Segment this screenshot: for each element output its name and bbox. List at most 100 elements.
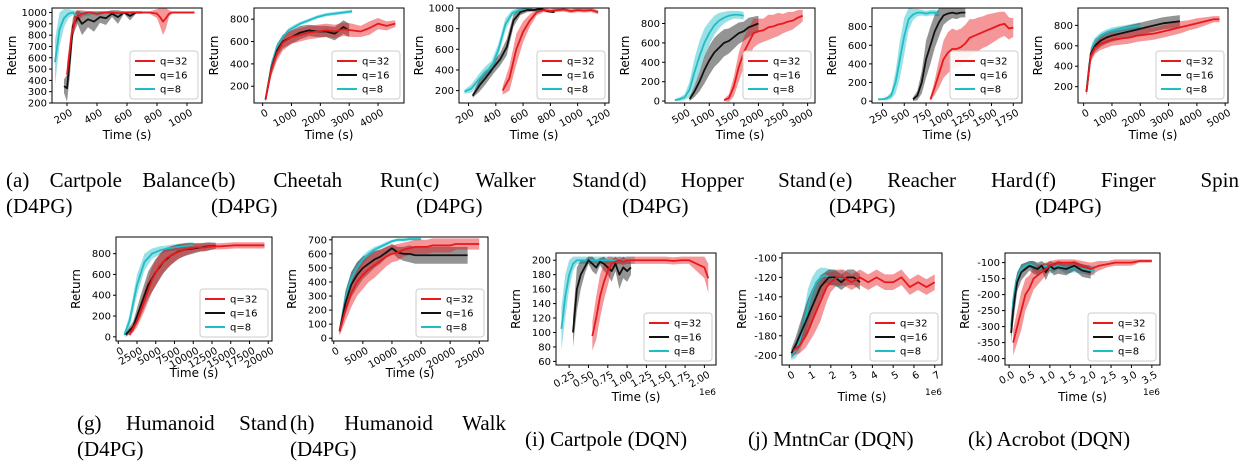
y-tick-label: 600 [848,41,867,52]
y-tick-label: -180 [754,331,777,342]
x-tick-label: 3 [848,370,859,383]
x-tick-label: 1.0 [1038,370,1057,387]
y-tick-label: 1000 [429,4,454,15]
chart-panel-j: -200 -180 -160 -140 -120 -100 0 1 2 3 4 5 6 7 Time (s)… [735,252,943,404]
y-tick-label: 700 [308,235,327,246]
x-axis-label: Time (s) [1128,128,1178,142]
legend-entry-q32: q=32 [446,295,473,306]
legend-box [129,50,199,100]
legend-entry-q16: q=16 [1118,333,1145,344]
chart-panel-b: 200 400 600 800 0 1000 2000 3000 4000 Time (s) Ret… [207,7,405,142]
legend-entry-q32: q=32 [230,295,257,306]
series-band-q32 [1086,16,1220,96]
caption-line-2: (D4PG) [622,194,689,218]
x-tick-label: 3000 [788,108,816,130]
legend-entry-q32: q=32 [1118,319,1145,330]
y-tick-label: 200 [230,82,249,93]
axes-frame [458,7,610,104]
caption-e: (e) Reacher Hard (D4PG) [829,167,1033,219]
x-tick-label: 25000 [454,346,487,371]
legend-entry-q32: q=32 [362,57,389,68]
y-tick-label: 600 [28,53,47,64]
x-tick-label: 600 [509,108,531,127]
series-line-q16 [572,259,632,333]
y-tick-label: 0 [861,97,867,108]
y-tick-label: -200 [754,351,777,362]
legend-entry-q8: q=8 [1186,85,1207,96]
caption-line-2: (D4PG) [77,437,144,461]
caption-line-2: (D4PG) [290,437,357,461]
legend-entry-q32: q=32 [980,57,1007,68]
axes-frame [664,7,816,104]
x-tick-label: 500 [670,108,692,127]
axes-frame [331,236,489,342]
caption-line-1: (h) Humanoid Walk [290,411,506,435]
y-tick-label: -160 [754,312,777,323]
y-tick-label: 800 [92,249,111,260]
y-axis-label: Return [69,269,83,309]
legend-entry-q32: q=32 [160,57,187,68]
legend-box [643,312,713,362]
axes-frame [253,7,405,104]
y-tick-label: 400 [28,76,47,87]
y-tick-label: 600 [641,38,660,49]
series-line-q32 [264,22,396,100]
legend: q=32 q=16 q=8 [869,312,939,362]
legend: q=32 q=16 q=8 [199,288,269,338]
legend-entry-q16: q=16 [980,71,1007,82]
x-tick-label: 2000 [1120,108,1148,130]
legend-box [949,50,1019,100]
caption-line-2: (D4PG) [1035,194,1102,218]
y-tick-label: 500 [308,263,327,274]
chart-panel-f: 200 400 600 800 0 1000 2000 3000 4000 5000 Time (s… [1031,7,1233,142]
y-axis-label: Return [207,36,221,76]
x-axis-label: Time (s) [509,128,559,142]
caption-line-1: (k) Acrobot (DQN) [968,427,1131,451]
legend-entry-q8: q=8 [1118,347,1139,358]
series-band-q32 [339,238,480,336]
caption-line-1: (j) MntnCar (DQN) [748,427,914,451]
x-tick-label: 1750 [993,108,1021,130]
axes-frame [781,252,943,366]
series-band-q8 [561,256,635,351]
x-tick-label: 3.0 [1120,370,1139,387]
x-axis-label: Time (s) [385,366,435,380]
legend-entry-q16: q=16 [362,71,389,82]
x-tick-label: 1500 [714,108,742,130]
caption-h: (h) Humanoid Walk (D4PG) [290,410,506,462]
y-tick-label: 800 [230,15,249,26]
series-band-q32 [793,269,935,356]
series-band-q8 [124,242,194,337]
x-axis-label: Time (s) [922,128,972,142]
legend-entry-q8: q=8 [446,323,467,334]
caption-line-2: (D4PG) [6,194,73,218]
x-tick-label: 5000 [343,346,371,368]
series-line-q16 [688,22,759,100]
x-tick-label: 800 [536,108,558,127]
y-tick-label: 100 [308,320,327,331]
x-axis-label: Time (s) [304,128,354,142]
axes-frame [1077,7,1229,104]
y-tick-label: 140 [532,299,551,310]
y-tick-label: -400 [977,354,1000,365]
series-line-q32 [929,22,1014,100]
y-tick-label: 80 [538,342,551,353]
series-band-q32 [724,9,803,103]
legend: q=32 q=16 q=8 [129,50,199,100]
legend-entry-q16: q=16 [773,71,800,82]
y-tick-label: 1000 [22,8,47,19]
x-tick-label: 200 [454,108,476,127]
legend-entry-q32: q=32 [567,57,594,68]
series-line-q16 [912,11,966,100]
legend-entry-q16: q=16 [567,71,594,82]
x-tick-label: 1000 [167,108,195,130]
x-tick-label: 3.5 [1140,370,1159,387]
legend-entry-q16: q=16 [674,333,701,344]
caption-line-2: (D4PG) [416,194,483,218]
caption-a: (a) Cartpole Balance (D4PG) [6,167,210,219]
y-tick-label: 400 [435,65,454,76]
x-tick-label: 1000 [272,108,300,130]
